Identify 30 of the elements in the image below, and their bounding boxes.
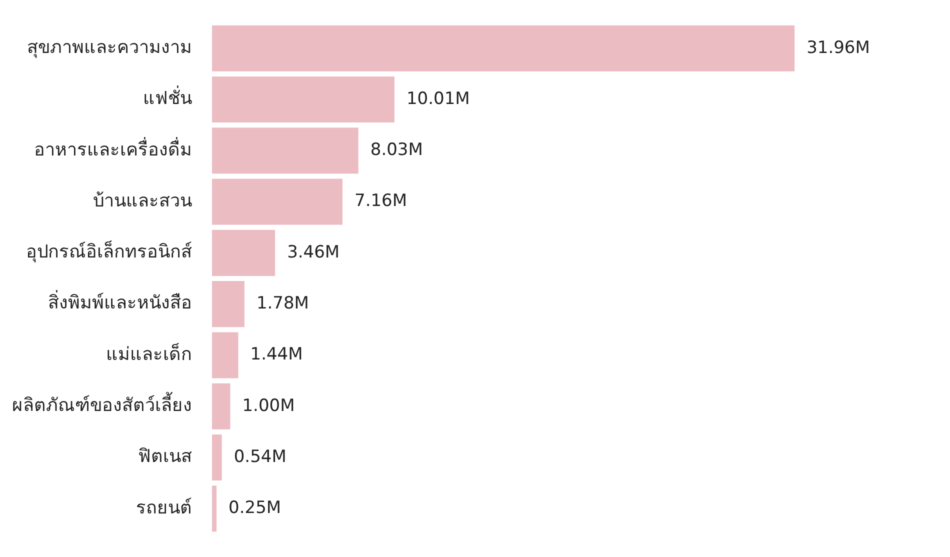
y-tick-label: ฟิตเนส xyxy=(138,446,192,468)
bar xyxy=(212,178,343,225)
data-label: 31.96M xyxy=(806,38,870,58)
data-label: 1.00M xyxy=(242,396,295,416)
bar xyxy=(212,76,394,123)
data-label: 1.44M xyxy=(250,344,303,365)
y-tick-label: บ้านและสวน xyxy=(93,190,192,212)
y-tick-label: รถยนต์ xyxy=(136,497,192,518)
y-tick-label: อุปกรณ์อิเล็กทรอนิกส์ xyxy=(26,240,192,263)
y-tick-label: ผลิตภัณฑ์ของสัตว์เลี้ยง xyxy=(12,392,192,416)
bar xyxy=(212,486,217,532)
bar xyxy=(212,128,358,174)
data-label: 10.01M xyxy=(406,88,470,109)
data-label: 0.25M xyxy=(228,498,282,518)
bar xyxy=(212,332,238,378)
data-label: 8.03M xyxy=(370,140,423,160)
y-tick-label: อาหารและเครื่องดื่ม xyxy=(34,136,192,160)
data-label: 1.78M xyxy=(256,293,309,314)
y-tick-label: แม่และเด็ก xyxy=(106,342,192,365)
y-tick-label: สุขภาพและความงาม xyxy=(27,37,192,58)
data-label: 0.54M xyxy=(234,446,286,467)
bar xyxy=(212,230,276,276)
bar xyxy=(212,383,230,430)
y-tick-label: สิ่งพิมพ์และหนังสือ xyxy=(48,290,192,314)
data-label: 7.16M xyxy=(354,191,408,212)
y-tick-label: แฟชั่น xyxy=(143,85,192,110)
data-label: 3.46M xyxy=(287,242,340,262)
bar xyxy=(212,25,795,72)
bar xyxy=(212,281,244,328)
bar xyxy=(212,434,222,481)
